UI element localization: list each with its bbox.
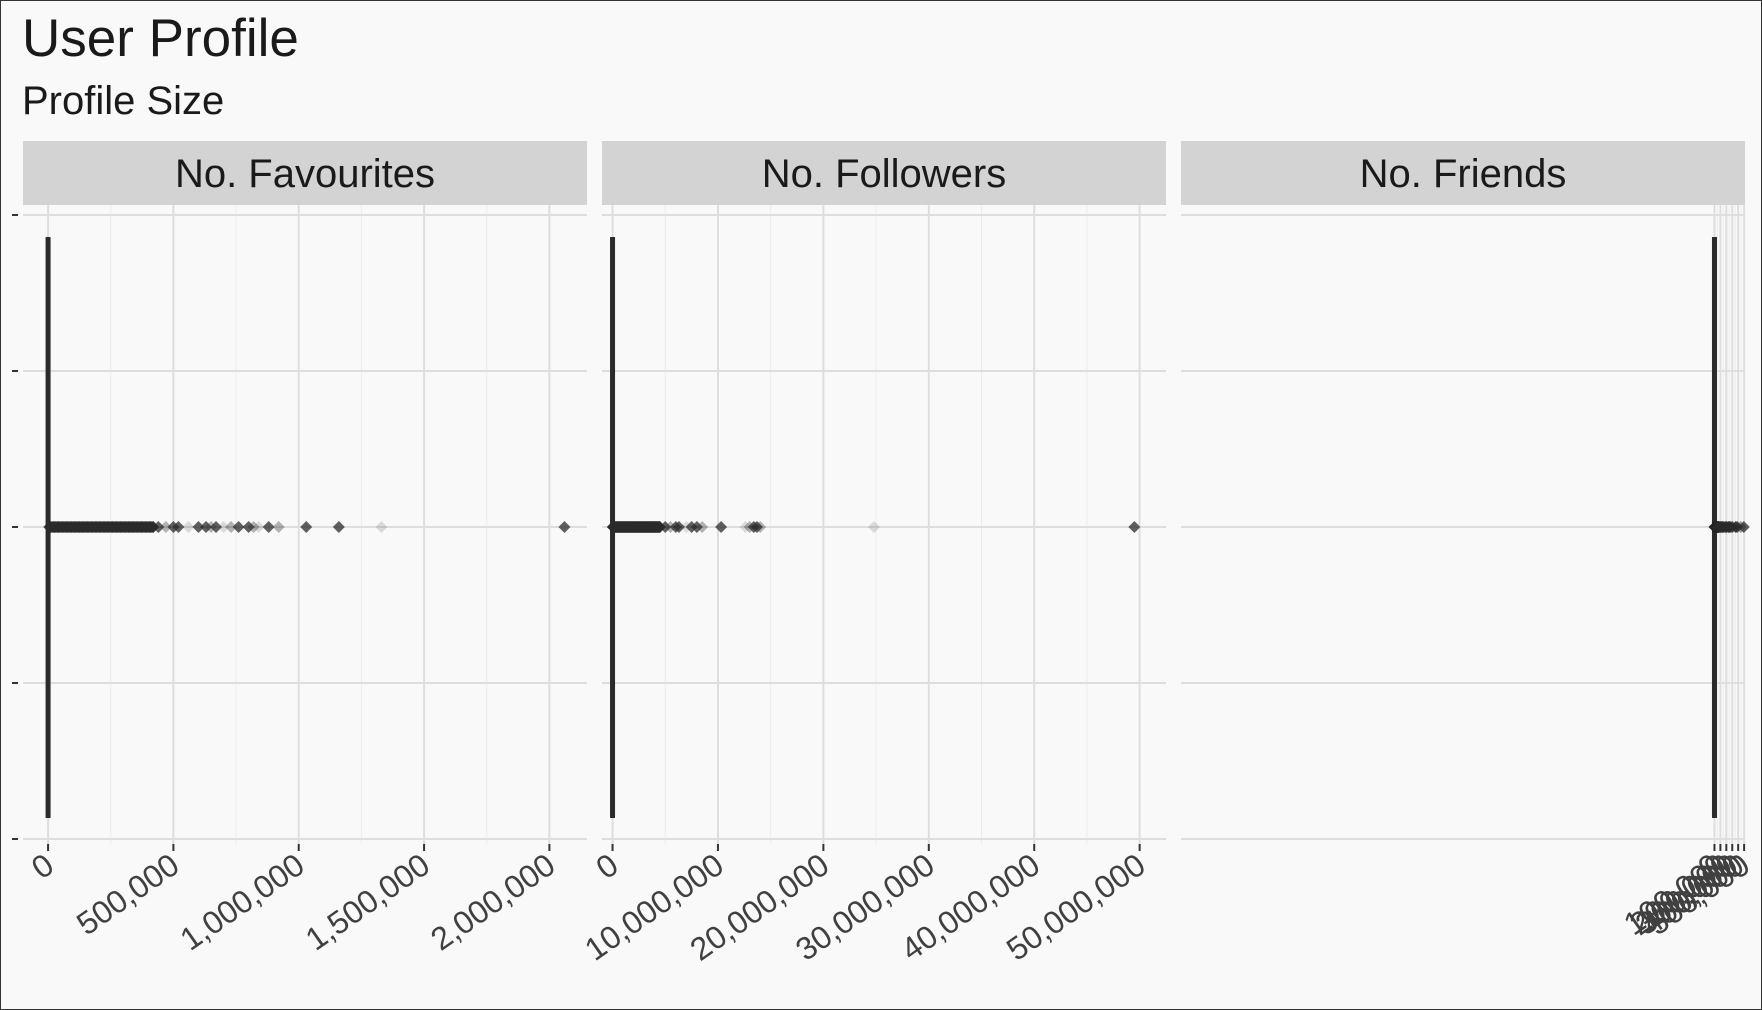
facet-strip-label: No. Friends [1360, 152, 1567, 196]
outlier-point [182, 521, 195, 533]
outlier-point [558, 521, 571, 533]
outlier-point [332, 521, 345, 533]
outlier-point [659, 521, 672, 533]
x-tick-label: 0 [589, 846, 624, 886]
outlier-point [217, 521, 230, 533]
outlier-point [159, 521, 172, 533]
outlier-point [1731, 521, 1744, 533]
outlier-point [152, 521, 165, 533]
facet-strip-label: No. Followers [762, 152, 1007, 196]
outlier-point [696, 521, 709, 533]
facet-strip [602, 141, 1166, 205]
outlier-point [1128, 521, 1141, 533]
outlier-point [375, 521, 388, 533]
outlier-point [225, 521, 238, 533]
x-tick-label: 1,500,000 [299, 846, 436, 957]
outlier-point [242, 521, 255, 533]
outlier-point [867, 521, 880, 533]
x-tick-label: 0 [25, 846, 60, 886]
chart-title: User Profile [22, 9, 299, 68]
outlier-point [1737, 521, 1750, 533]
outlier-point [672, 521, 685, 533]
chart-subtitle: Profile Size [22, 79, 225, 123]
outlier-point [262, 521, 275, 533]
facet-panel-2: No. Friends0100,000200,000300,000400,000… [1181, 141, 1756, 942]
x-tick-label: 500,000 [70, 846, 185, 942]
outlier-point [252, 521, 265, 533]
outlier-point [715, 521, 728, 533]
x-tick-label: 1,000,000 [173, 846, 310, 957]
outlier-point [754, 521, 767, 533]
outlier-point [232, 521, 245, 533]
facet-strip [23, 141, 587, 205]
outlier-point [192, 521, 205, 533]
outlier-point [739, 521, 752, 533]
outlier-point [272, 521, 285, 533]
outlier-point [247, 521, 260, 533]
outlier-point [210, 521, 223, 533]
x-tick-label: 2,000,000 [424, 846, 561, 957]
facet-strip-label: No. Favourites [175, 152, 435, 196]
outlier-point [199, 521, 212, 533]
outlier-point [750, 521, 763, 533]
facet-strip [1181, 141, 1745, 205]
outlier-point [690, 521, 703, 533]
outlier-point [172, 521, 185, 533]
facet-panel-1: No. Followers010,000,00020,000,00030,000… [578, 141, 1166, 968]
outlier-point [300, 521, 313, 533]
facet-panel-0: No. Favourites 0 500,0001,000,0001,500,000… [23, 141, 587, 957]
